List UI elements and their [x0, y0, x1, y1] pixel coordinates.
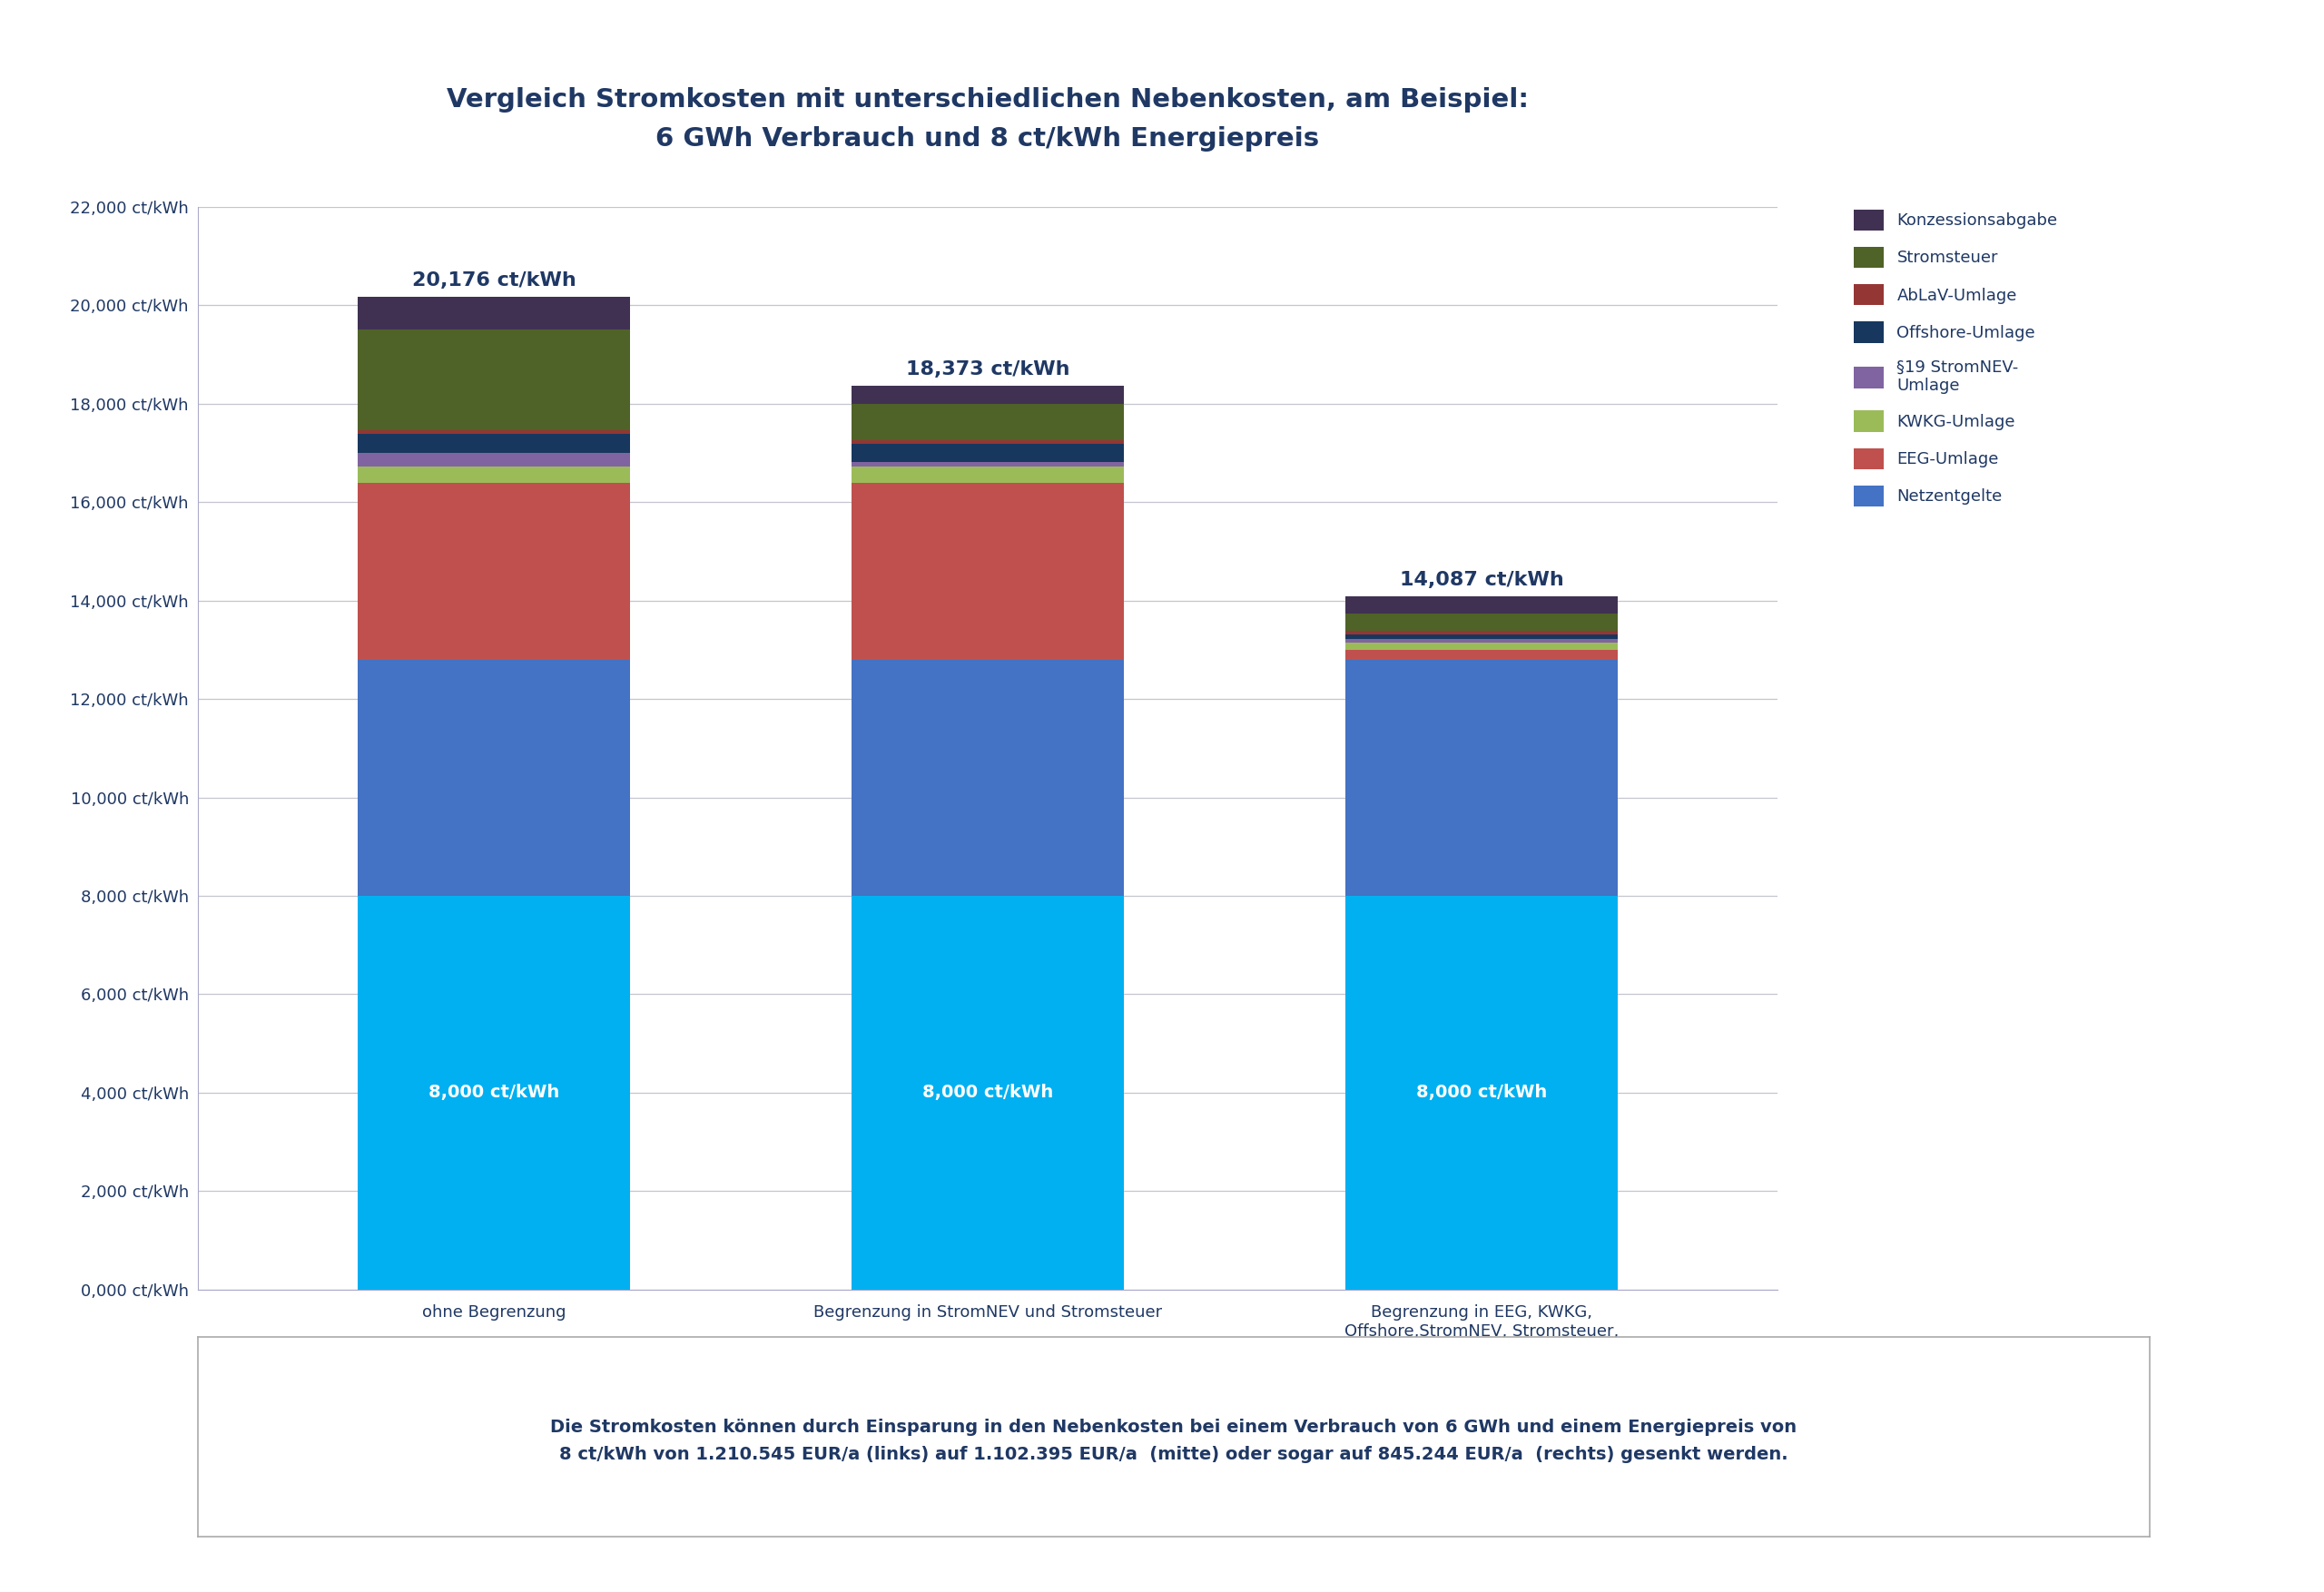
Bar: [853, 466, 1122, 482]
Bar: [853, 444, 1122, 462]
Bar: [358, 482, 630, 659]
Bar: [358, 435, 630, 452]
Bar: [358, 430, 630, 435]
Bar: [853, 385, 1122, 403]
Legend: Konzessionsabgabe, Stromsteuer, AbLaV-Umlage, Offshore-Umlage, §19 StromNEV-
Uml: Konzessionsabgabe, Stromsteuer, AbLaV-Um…: [1850, 204, 2061, 511]
Bar: [1346, 643, 1618, 650]
Bar: [358, 466, 630, 482]
Bar: [1346, 613, 1618, 630]
Bar: [1346, 650, 1618, 659]
Bar: [358, 296, 630, 330]
Text: 14,087 ct/kWh: 14,087 ct/kWh: [1399, 572, 1564, 589]
Bar: [853, 659, 1122, 896]
Bar: [853, 403, 1122, 441]
Bar: [358, 452, 630, 466]
Bar: [853, 482, 1122, 659]
Bar: [1346, 638, 1618, 643]
Text: 20,176 ct/kWh: 20,176 ct/kWh: [411, 271, 576, 290]
Text: 8,000 ct/kWh: 8,000 ct/kWh: [428, 1084, 560, 1102]
Bar: [1346, 896, 1618, 1290]
Bar: [358, 330, 630, 430]
Text: 18,373 ct/kWh: 18,373 ct/kWh: [906, 360, 1069, 377]
Bar: [853, 462, 1122, 466]
Text: 8,000 ct/kWh: 8,000 ct/kWh: [923, 1084, 1053, 1102]
Text: Vergleich Stromkosten mit unterschiedlichen Nebenkosten, am Beispiel:
6 GWh Verb: Vergleich Stromkosten mit unterschiedlic…: [446, 88, 1529, 151]
Text: 8,000 ct/kWh: 8,000 ct/kWh: [1415, 1084, 1548, 1102]
Bar: [1346, 659, 1618, 896]
Bar: [1346, 635, 1618, 638]
Bar: [1346, 630, 1618, 635]
Text: Die Stromkosten können durch Einsparung in den Nebenkosten bei einem Verbrauch v: Die Stromkosten können durch Einsparung …: [551, 1418, 1796, 1463]
Bar: [853, 441, 1122, 444]
Bar: [358, 896, 630, 1290]
Bar: [853, 896, 1122, 1290]
Bar: [1346, 597, 1618, 613]
Bar: [358, 659, 630, 896]
